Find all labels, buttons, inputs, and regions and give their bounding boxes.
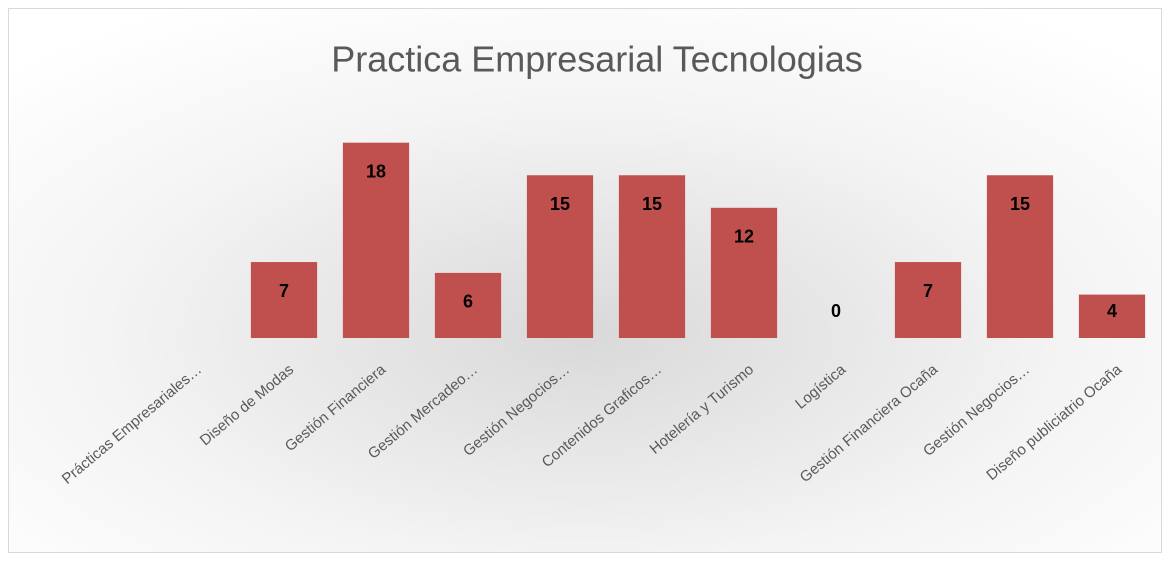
data-label: 6 [463,292,473,312]
data-label: 12 [734,227,754,247]
data-label: 0 [831,301,841,321]
data-label: 4 [1107,301,1117,321]
bar [434,272,502,338]
data-label: 7 [923,281,933,301]
data-label: 7 [279,281,289,301]
bar [986,175,1054,338]
bar [894,262,962,338]
chart-title: Practica Empresarial Tecnologias [331,39,863,80]
bar [710,207,778,338]
bar [618,175,686,338]
bar [526,175,594,338]
data-label: 15 [642,194,662,214]
bar [342,142,410,338]
data-label: 15 [1010,194,1030,214]
data-label: 15 [550,194,570,214]
bar [1078,294,1146,338]
data-label: 18 [366,161,386,181]
bar [250,262,318,338]
